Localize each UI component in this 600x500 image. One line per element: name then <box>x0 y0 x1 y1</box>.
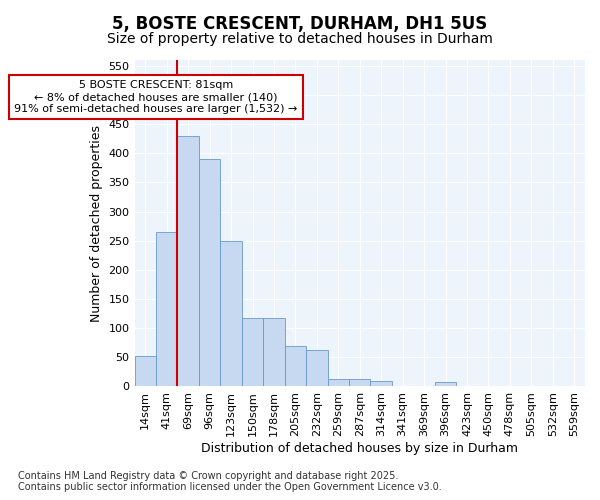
Bar <box>134 356 156 386</box>
Y-axis label: Number of detached properties: Number of detached properties <box>90 124 103 322</box>
Text: 5, BOSTE CRESCENT, DURHAM, DH1 5US: 5, BOSTE CRESCENT, DURHAM, DH1 5US <box>112 15 488 33</box>
Bar <box>370 380 392 386</box>
Text: 5 BOSTE CRESCENT: 81sqm
← 8% of detached houses are smaller (140)
91% of semi-de: 5 BOSTE CRESCENT: 81sqm ← 8% of detached… <box>14 80 298 114</box>
Bar <box>156 232 178 386</box>
Bar <box>263 318 284 386</box>
Bar <box>349 379 370 386</box>
X-axis label: Distribution of detached houses by size in Durham: Distribution of detached houses by size … <box>201 442 518 455</box>
Bar <box>284 346 306 387</box>
Bar <box>328 379 349 386</box>
Bar <box>242 318 263 386</box>
Bar <box>306 350 328 386</box>
Text: Size of property relative to detached houses in Durham: Size of property relative to detached ho… <box>107 32 493 46</box>
Text: Contains HM Land Registry data © Crown copyright and database right 2025.
Contai: Contains HM Land Registry data © Crown c… <box>18 471 442 492</box>
Bar <box>199 159 220 386</box>
Bar <box>220 240 242 386</box>
Bar <box>435 382 456 386</box>
Bar <box>178 136 199 386</box>
